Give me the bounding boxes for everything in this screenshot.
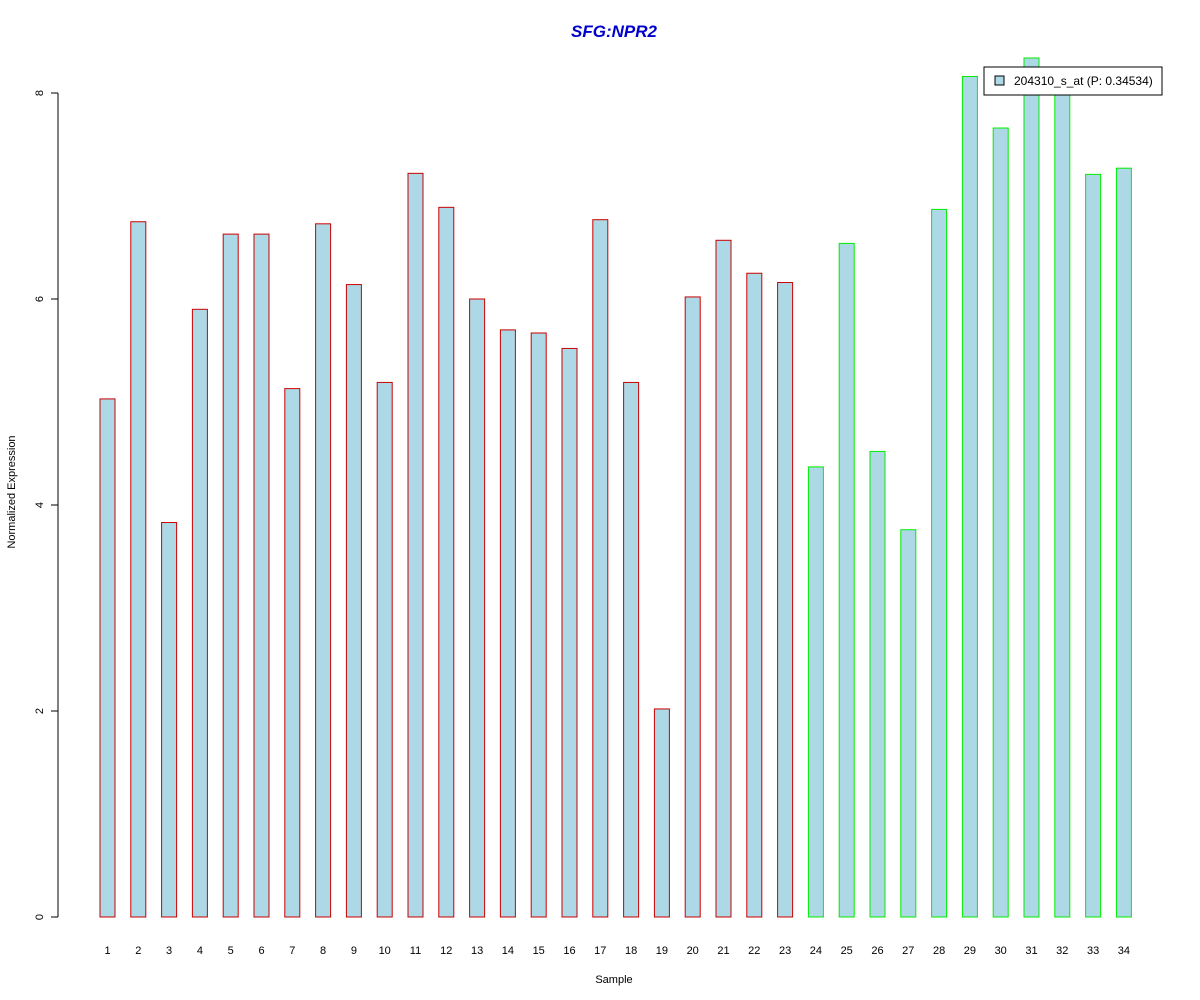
bar <box>931 208 948 918</box>
bar <box>438 206 455 918</box>
y-tick-label: 0 <box>34 914 46 920</box>
bar <box>530 332 547 918</box>
x-tick-label: 24 <box>810 945 822 957</box>
bar <box>838 242 855 918</box>
y-tick-label: 4 <box>34 502 46 508</box>
bar <box>253 233 270 918</box>
x-tick-label: 8 <box>320 945 326 957</box>
bar <box>1023 57 1040 918</box>
bar <box>191 308 208 918</box>
y-tick-label: 8 <box>34 90 46 96</box>
x-tick-label: 20 <box>687 945 699 957</box>
x-tick-label: 9 <box>351 945 357 957</box>
bar <box>777 282 794 918</box>
bar <box>1085 173 1102 918</box>
x-tick-label: 17 <box>594 945 606 957</box>
x-tick-label: 4 <box>197 945 203 957</box>
x-tick-label: 2 <box>135 945 141 957</box>
x-tick-label: 32 <box>1056 945 1068 957</box>
x-tick-label: 30 <box>995 945 1007 957</box>
bar <box>653 708 670 918</box>
bar <box>746 272 763 918</box>
bar <box>161 522 178 918</box>
y-axis-label: Normalized Expression <box>6 435 18 548</box>
bar <box>99 398 116 918</box>
legend-box <box>983 66 1163 96</box>
bar <box>130 221 147 918</box>
bar <box>376 381 393 918</box>
y-tick-label: 2 <box>34 708 46 714</box>
bar <box>869 450 886 918</box>
bar <box>961 76 978 918</box>
x-tick-label: 21 <box>717 945 729 957</box>
x-tick-label: 15 <box>533 945 545 957</box>
x-tick-label: 29 <box>964 945 976 957</box>
bars <box>99 57 1132 918</box>
bar <box>1054 82 1071 918</box>
x-tick-label: 23 <box>779 945 791 957</box>
bar <box>807 466 824 918</box>
bar <box>623 381 640 918</box>
x-tick-label: 6 <box>258 945 264 957</box>
bar <box>715 239 732 918</box>
x-tick-label: 11 <box>410 945 421 957</box>
x-tick-label: 1 <box>104 945 110 957</box>
legend-swatch <box>994 75 1005 86</box>
x-tick-label: 22 <box>748 945 760 957</box>
bar <box>222 233 239 918</box>
bar <box>900 529 917 918</box>
x-tick-labels: 1 2 3 4 5 6 7 8 9 10 11 12 13 14 15 16 17 18 19 20 21 22 23 24 2… <box>104 945 1130 957</box>
x-tick-label: 27 <box>902 945 914 957</box>
x-tick-label: 14 <box>502 945 514 957</box>
legend-label: 204310_s_at (P: 0.34534) <box>1014 74 1153 88</box>
y-tick-label: 6 <box>34 296 46 302</box>
x-tick-label: 28 <box>933 945 945 957</box>
x-tick-label: 18 <box>625 945 637 957</box>
x-tick-label: 10 <box>379 945 391 957</box>
bar <box>561 347 578 918</box>
bar <box>1115 167 1132 918</box>
y-axis: 0 2 4 6 8 <box>34 90 59 920</box>
bar <box>592 219 609 918</box>
chart-title: SFG:NPR2 <box>571 22 658 41</box>
x-tick-label: 12 <box>440 945 452 957</box>
x-tick-label: 3 <box>166 945 172 957</box>
x-tick-label: 13 <box>471 945 483 957</box>
bar <box>407 172 424 918</box>
bar <box>284 388 301 918</box>
bar <box>315 223 332 918</box>
x-tick-label: 25 <box>841 945 853 957</box>
bar <box>469 298 486 918</box>
x-tick-label: 5 <box>228 945 234 957</box>
bar <box>345 284 362 918</box>
bar <box>992 127 1009 918</box>
x-tick-label: 26 <box>871 945 883 957</box>
x-tick-label: 31 <box>1025 945 1037 957</box>
x-tick-label: 34 <box>1118 945 1130 957</box>
bar <box>499 329 516 918</box>
x-tick-label: 16 <box>563 945 575 957</box>
x-tick-label: 19 <box>656 945 668 957</box>
x-tick-label: 33 <box>1087 945 1099 957</box>
x-tick-label: 7 <box>289 945 295 957</box>
x-axis-label: Sample <box>595 974 632 986</box>
bar <box>684 296 701 918</box>
legend: 204310_s_at (P: 0.34534) <box>983 66 1163 96</box>
